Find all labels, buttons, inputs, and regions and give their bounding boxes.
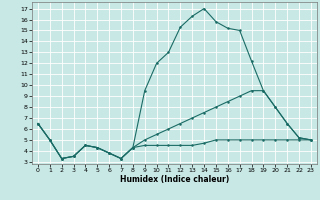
X-axis label: Humidex (Indice chaleur): Humidex (Indice chaleur) xyxy=(120,175,229,184)
